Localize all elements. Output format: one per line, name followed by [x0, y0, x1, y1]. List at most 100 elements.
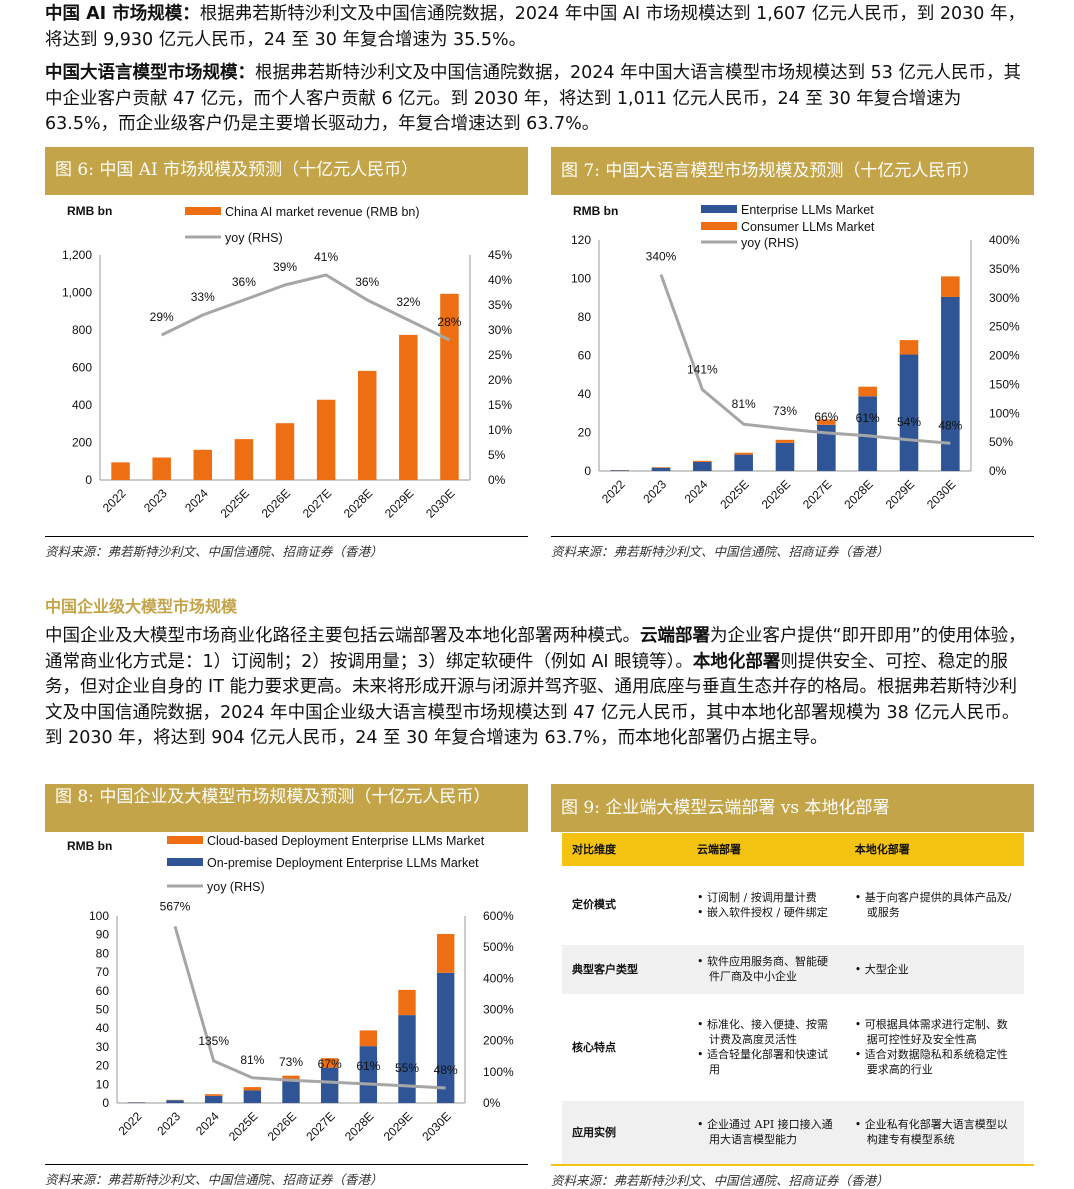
y-tick-label: 30	[96, 1040, 110, 1054]
chart-ai-market: RMB bn 0 200 400 600 800 1,000 1,200 0% 5% 10% 15% 2…	[62, 204, 512, 521]
y-tick-label: 50	[96, 1003, 110, 1017]
y2-tick-label: 40%	[488, 273, 512, 287]
y2-tick-label: 100%	[483, 1065, 514, 1079]
comparison-table: 对比维度 云端部署 本地化部署 定价模式 订阅制 / 按调用量计费 嵌入软件授权…	[562, 833, 1024, 1165]
y2-tick-label: 10%	[488, 423, 512, 437]
bar-secondary	[858, 386, 877, 397]
yoy-data-label: 340%	[646, 250, 677, 264]
yoy-data-label: 135%	[198, 1034, 229, 1048]
bar-secondary	[282, 1075, 300, 1082]
bar-primary	[243, 1090, 262, 1103]
row-dimension: 核心特点	[562, 994, 687, 1101]
yoy-data-label: 54%	[897, 415, 921, 429]
legend-label: On-premise Deployment Enterprise LLMs Ma…	[207, 856, 479, 870]
y-tick-label: 90	[96, 928, 110, 942]
list-item: 软件应用服务商、智能硬件厂商及中小企业	[697, 954, 835, 984]
bar-primary	[193, 449, 213, 480]
x-tick-label: 2030E	[924, 477, 958, 511]
x-tick-label: 2028E	[841, 477, 875, 511]
x-tick-label: 2030E	[419, 1109, 453, 1143]
y-tick-label: 40	[96, 1021, 110, 1035]
y2-tick-label: 50%	[989, 435, 1013, 449]
yoy-data-label: 67%	[318, 1057, 342, 1071]
bar-primary	[111, 462, 130, 480]
y-tick-label: 80	[96, 946, 110, 960]
y2-tick-label: 500%	[483, 940, 514, 954]
section-paragraph-enterprise-llm: 中国企业及大模型市场商业化路径主要包括云端部署及本地化部署两种模式。云端部署为企…	[45, 624, 1030, 752]
y-axis-unit-label: RMB bn	[573, 204, 618, 218]
bar-primary	[440, 293, 459, 480]
table-row: 定价模式 订阅制 / 按调用量计费 嵌入软件授权 / 硬件绑定 基于向客户提供的…	[562, 866, 1024, 945]
x-tick-label: 2029E	[381, 1109, 415, 1143]
bar-primary	[357, 370, 377, 480]
yoy-data-label: 28%	[437, 315, 461, 329]
list-item: 适合轻量化部署和快速试用	[697, 1047, 835, 1077]
comparison-header-cloud: 云端部署	[687, 833, 845, 866]
y-tick-label: 120	[571, 233, 591, 247]
bar-primary	[166, 1100, 184, 1103]
yoy-data-label: 73%	[773, 404, 797, 418]
x-tick-label: 2025E	[717, 477, 751, 511]
yoy-data-label: 39%	[273, 260, 297, 274]
y-tick-label: 70	[96, 965, 110, 979]
x-tick-label: 2025E	[226, 1109, 260, 1143]
yoy-data-label: 73%	[279, 1055, 303, 1069]
y-axis-unit-label: RMB bn	[67, 204, 112, 218]
legend-label: Enterprise LLMs Market	[741, 203, 874, 217]
y-tick-label: 20	[96, 1059, 110, 1073]
legend-swatch	[185, 207, 221, 215]
y2-tick-label: 400%	[483, 971, 514, 985]
x-tick-label: 2030E	[423, 486, 457, 520]
y-tick-label: 0	[584, 464, 591, 478]
bar-primary	[398, 1015, 416, 1103]
y-tick-label: 0	[85, 473, 92, 487]
x-tick-label: 2027E	[800, 477, 834, 511]
y-tick-label: 60	[96, 984, 110, 998]
comparison-header-dimension: 对比维度	[562, 833, 687, 866]
y2-tick-label: 0%	[488, 473, 506, 487]
yoy-data-label: 33%	[191, 290, 215, 304]
y-tick-label: 800	[72, 323, 92, 337]
bar-secondary	[899, 340, 919, 355]
x-tick-label: 2028E	[342, 1109, 376, 1143]
x-tick-label: 2027E	[300, 486, 334, 520]
list-item: 企业通过 API 接口接入通用大语言模型能力	[697, 1117, 835, 1147]
list-item: 基于向客户提供的具体产品及/或服务	[855, 890, 1014, 920]
bar-primary	[359, 1046, 378, 1103]
legend-label: China AI market revenue (RMB bn)	[225, 205, 420, 219]
y-tick-label: 100	[571, 272, 591, 286]
x-tick-label: 2023	[640, 477, 669, 506]
figure-7-source: 资料来源：弗若斯特沙利文、中国信通院、招商证券（香港）	[551, 536, 1034, 560]
bar-secondary	[436, 933, 455, 973]
bar-secondary	[817, 419, 836, 425]
figure-6-source: 资料来源：弗若斯特沙利文、中国信通院、招商证券（香港）	[45, 536, 528, 560]
bar-secondary	[204, 1094, 223, 1096]
x-tick-label: 2024	[682, 477, 711, 506]
bar-secondary	[398, 989, 416, 1016]
figure-8-source: 资料来源：弗若斯特沙利文、中国信通院、招商证券（香港）	[45, 1164, 528, 1188]
y2-tick-label: 20%	[488, 373, 512, 387]
list-item: 企业私有化部署大语言模型以构建专有模型系统	[855, 1117, 1014, 1147]
bar-primary	[941, 296, 960, 471]
y2-tick-label: 250%	[989, 320, 1020, 334]
bar-secondary	[320, 1058, 339, 1068]
y2-tick-label: 15%	[488, 398, 512, 412]
chart-llm-market: RMB bn 0 20 40 60 80 100 120 0% 50% 100% 150% 200% 25…	[571, 203, 1020, 512]
table-row: 典型客户类型 软件应用服务商、智能硬件厂商及中小企业 大型企业	[562, 944, 1024, 995]
x-tick-label: 2026E	[759, 477, 793, 511]
x-tick-label: 2026E	[259, 486, 293, 520]
yoy-data-label: 48%	[938, 418, 962, 432]
bar-primary	[204, 1095, 223, 1103]
row-cloud-cell: 订阅制 / 按调用量计费 嵌入软件授权 / 硬件绑定	[687, 866, 845, 945]
section-paragraph-cloud-lead: 云端部署	[640, 626, 710, 646]
figure-8-title: 图 8: 中国企业及大模型市场规模及预测（十亿元人民币）	[45, 784, 528, 832]
intro-paragraph-llm-market-body: 根据弗若斯特沙利文及中国信通院数据，2024 年中国大语言模型市场规模达到 53…	[45, 63, 1021, 134]
y-tick-label: 100	[89, 909, 109, 923]
yoy-data-label: 61%	[356, 1059, 380, 1073]
yoy-line	[173, 925, 446, 1090]
yoy-data-label: 61%	[856, 411, 880, 425]
legend-swatch	[701, 205, 737, 213]
legend-label: yoy (RHS)	[225, 231, 283, 245]
figure-9-title: 图 9: 企业端大模型云端部署 vs 本地化部署	[551, 784, 1034, 832]
row-local-cell: 可根据具体需求进行定制、数据可控性好及安全性高 适合对数据隐私和系统稳定性要求高…	[844, 994, 1024, 1101]
